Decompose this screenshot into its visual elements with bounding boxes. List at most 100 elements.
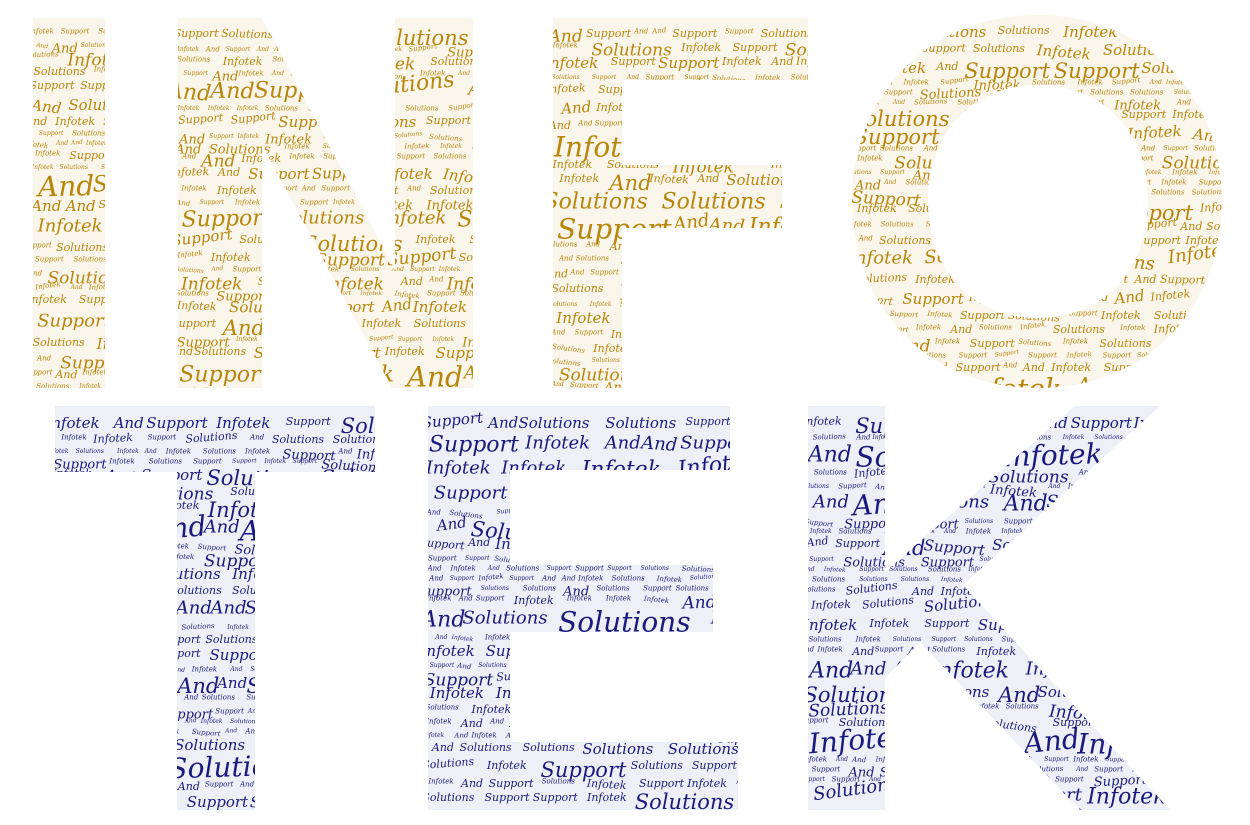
cloud-word: And [788,132,826,153]
cloud-word: And [391,266,404,273]
cloud-word: Solutions [1133,566,1167,574]
cloud-word: Infotek [965,528,991,536]
cloud-word: Support [1041,598,1103,616]
cloud-word: Infotek [332,199,355,206]
cloud-word: And [1133,273,1156,286]
cloud-word: And [55,140,68,147]
cloud-word: And [941,169,954,176]
cloud-word: And [1085,291,1108,304]
cloud-word: Infotek [1002,564,1026,573]
cloud-word: Infotek [266,199,292,207]
cloud-word: Solutions [1206,220,1250,233]
cloud-word: Solutions [721,661,783,676]
cloud-word: Support [1136,234,1182,247]
cloud-word: Infotek [1193,76,1242,94]
cloud-word: Support [354,184,400,197]
cloud-word: And [561,704,577,712]
cloud-word: Infotek [934,338,960,346]
cloud-word: Solutions [1053,323,1105,336]
cloud-word: Infotek [855,636,881,644]
cloud-word: Support [1132,434,1158,444]
cloud-word: Support [1137,646,1166,654]
cloud-word: Infotek [1067,483,1093,491]
cloud-word: Infotek [288,624,311,631]
cloud-word: And [1176,99,1192,107]
cloud-word: Support [682,120,711,128]
cloud-word: Solutions [1039,636,1073,644]
cloud-word: Infotek [438,266,461,273]
cloud-word: Support [486,642,548,660]
cloud-word: Infotek [415,233,456,246]
cloud-word: Infotek [82,369,108,377]
cloud-word: Infotek [754,366,816,386]
cloud-word: Solutions [100,812,152,825]
cloud-word: Support [620,301,649,309]
cloud-word: And [650,482,688,503]
cloud-word: Infotek [852,463,894,480]
cloud-word: Solutions [60,164,88,171]
cloud-word: Support [69,149,115,162]
cloud-word: Infotek [264,132,312,147]
cloud-word: Infotek [471,143,497,151]
cloud-word: And [776,301,792,309]
cloud-word: And [656,380,683,395]
cloud-word: Support [848,361,920,390]
cloud-word: Support [1152,776,1177,783]
cloud-word: And [905,434,919,442]
cloud-word: And [1158,468,1194,488]
cloud-word: Solutions [918,683,989,701]
cloud-word: Solutions [761,381,795,389]
cloud-word: Infotek [625,355,652,364]
cloud-word: Solutions [1123,683,1194,701]
cloud-word: And [916,776,932,784]
cloud-word: And [87,717,114,732]
cloud-word: Support [1123,179,1152,187]
cloud-word: Infotek [313,363,393,388]
cloud-word: And [603,380,630,395]
cloud-word: And [163,694,179,702]
letter-e: Support And Solutions Solutions Support Infot… [428,406,783,810]
cloud-word: Support [136,553,165,561]
cloud-word: Solutions [914,97,948,106]
cloud-word: Support [942,414,1006,439]
cloud-word: And [112,414,144,432]
cloud-word: And [725,703,748,716]
cloud-word: And [51,41,78,56]
letter-o: Infotek Solutions Solutions Infotek Infotek A… [848,15,1250,400]
cloud-word: And [348,105,361,112]
cloud-word: Solutions [373,737,425,750]
cloud-word: Infotek [313,793,368,811]
cloud-word: Infotek [66,542,114,557]
cloud-word: And [577,120,593,128]
cloud-word: Solutions [72,130,106,138]
cloud-word: Infotek [810,598,851,612]
cloud-word: Infotek [88,283,115,292]
cloud-word: Infotek [168,165,209,179]
cloud-word: Infotek [1040,616,1095,634]
cloud-word: Solutions [1119,368,1225,400]
cloud-word: Solutions [433,153,467,161]
cloud-word: Infotek [44,414,99,432]
cloud-word: Support [1028,352,1057,360]
cloud-word: Infotek [871,59,926,77]
cloud-word: Support [717,82,779,100]
cloud-word: Infotek [1119,324,1145,332]
cloud-word: Support [293,290,318,297]
cloud-word: Infotek [355,565,410,583]
cloud-word: Solutions [791,74,825,82]
cloud-word: Infotek [403,142,429,151]
cloud-word: Solutions [904,491,989,512]
cloud-word: Infotek [429,684,484,702]
cloud-word: Solutions [1108,616,1208,640]
cloud-word: Solutions [1116,443,1220,468]
cloud-word: Solutions [582,740,653,758]
cloud-word: Support [575,329,604,337]
cloud-word: Infotek [1062,434,1085,441]
cloud-word: Infotek [710,607,776,628]
cloud-word: Solutions [405,105,439,113]
cloud-word: Infotek [1154,536,1231,560]
cloud-word: Support [408,42,438,53]
cloud-word: Infotek [967,566,990,573]
cloud-word: Solutions [1018,338,1052,349]
